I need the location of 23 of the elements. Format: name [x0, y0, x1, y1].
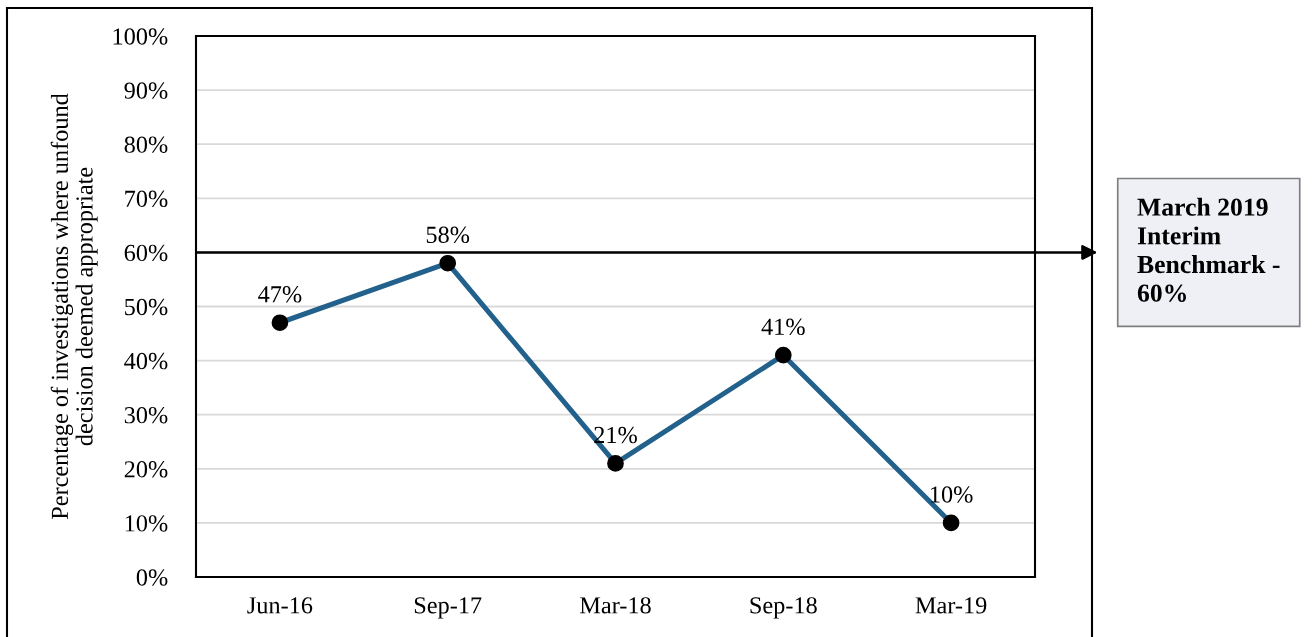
x-tick-label: Jun-16	[247, 597, 313, 614]
y-tick-label: 30%	[124, 406, 168, 424]
data-label: 41%	[761, 318, 805, 336]
x-tick-label: Mar-19	[915, 597, 987, 614]
y-tick-label: 70%	[125, 190, 168, 208]
y-tick-label: 50%	[125, 298, 168, 316]
ref-line-label: March 2019 Interim Benchmark - 60%	[1137, 197, 1280, 302]
y-axis-title: Percentage of investigations where unfound decision deemed appropriate	[50, 93, 98, 520]
x-tick-label: Sep-17	[414, 597, 482, 619]
y-tick-label: 40%	[124, 352, 168, 370]
y-tick-label: 20%	[124, 461, 168, 478]
y-tick-label: 80%	[124, 136, 168, 153]
data-label: 58%	[426, 226, 470, 244]
x-tick-label: Sep-18	[750, 597, 817, 619]
y-tick-label: 0%	[136, 569, 168, 586]
y-tick-label: 100%	[113, 28, 168, 45]
y-tick-label: 60%	[124, 244, 168, 262]
data-label: 47%	[258, 286, 302, 303]
data-label: 10%	[930, 486, 973, 503]
y-tick-label: 10%	[125, 515, 168, 532]
y-tick-label: 90%	[124, 82, 168, 99]
data-label: 21%	[594, 426, 637, 444]
x-tick-label: Mar-18	[579, 597, 651, 614]
